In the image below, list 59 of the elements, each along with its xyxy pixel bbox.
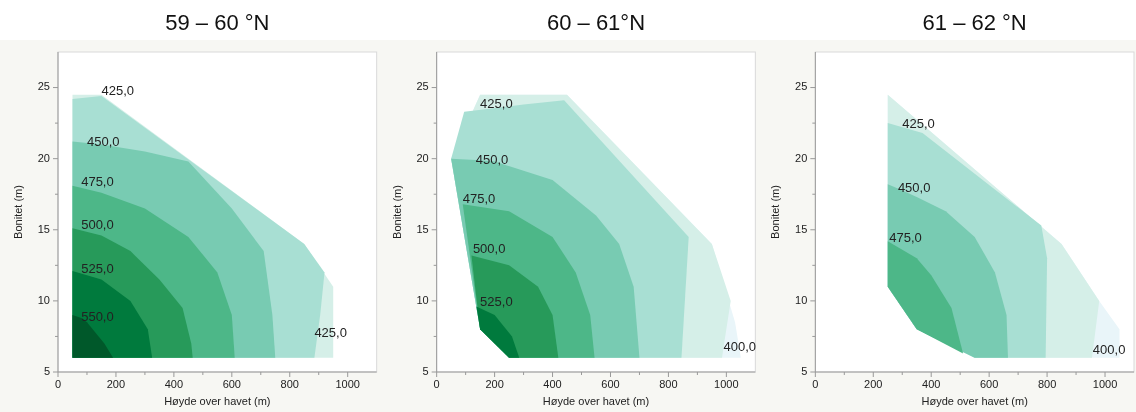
y-axis-title: Bonitet (m) xyxy=(12,185,24,239)
y-tick-label: 25 xyxy=(416,80,429,93)
annotation: 450,0 xyxy=(475,151,509,167)
annotation: 400,0 xyxy=(723,339,757,355)
x-tick-label: 600 xyxy=(601,378,620,390)
y-tick-label: 25 xyxy=(37,80,50,93)
y-tick-label: 10 xyxy=(37,293,50,306)
x-axis-title: Høyde over havet (m) xyxy=(164,395,271,407)
x-tick-label: 600 xyxy=(979,378,999,390)
x-tick-label: 0 xyxy=(54,378,62,390)
x-tick-label: 200 xyxy=(864,378,883,390)
x-tick-label: 1000 xyxy=(335,378,360,390)
x-tick-label: 1000 xyxy=(1092,378,1118,390)
y-tick-label: 15 xyxy=(37,222,50,235)
x-tick-label: 0 xyxy=(812,378,819,390)
x-axis-title: Høyde over havet (m) xyxy=(921,395,1028,407)
x-tick-label: 400 xyxy=(543,378,562,390)
annotation: 525,0 xyxy=(480,293,513,309)
x-tick-label: 200 xyxy=(106,378,126,390)
x-tick-label: 800 xyxy=(659,378,678,390)
annotation: 475,0 xyxy=(889,229,922,245)
y-tick-label: 25 xyxy=(795,80,808,93)
y-tick-label: 15 xyxy=(795,222,808,235)
annotation: 400,0 xyxy=(1092,342,1126,358)
chart-title: 60 – 61°N xyxy=(546,10,646,35)
y-tick-label: 5 xyxy=(43,364,50,377)
annotation: 475,0 xyxy=(462,191,496,207)
x-tick-label: 400 xyxy=(922,378,941,390)
annotation: 450,0 xyxy=(897,179,931,195)
annotation: 425,0 xyxy=(314,325,347,341)
annotation: 450,0 xyxy=(86,134,120,150)
x-tick-label: 800 xyxy=(1037,378,1057,390)
annotation: 425,0 xyxy=(902,115,935,131)
y-tick-label: 20 xyxy=(795,151,808,164)
y-tick-label: 20 xyxy=(37,151,50,164)
y-tick-label: 20 xyxy=(416,151,429,164)
y-tick-label: 10 xyxy=(795,293,808,306)
annotation: 475,0 xyxy=(81,174,114,190)
chart-title: 59 – 60 °N xyxy=(165,10,270,35)
annotation: 500,0 xyxy=(472,241,506,257)
annotation: 425,0 xyxy=(101,83,134,99)
x-tick-label: 800 xyxy=(280,378,299,390)
annotation: 425,0 xyxy=(480,96,513,112)
annotation: 550,0 xyxy=(81,309,114,325)
x-axis-title: Høyde over havet (m) xyxy=(542,395,650,407)
x-tick-label: 400 xyxy=(164,378,184,390)
annotation: 500,0 xyxy=(81,216,114,232)
y-tick-label: 5 xyxy=(801,364,808,377)
chart-title: 61 – 62 °N xyxy=(922,10,1027,35)
y-tick-label: 15 xyxy=(416,222,429,235)
y-axis-title: Bonitet (m) xyxy=(390,185,403,239)
x-tick-label: 0 xyxy=(433,378,440,390)
annotation: 525,0 xyxy=(81,261,114,277)
y-tick-label: 10 xyxy=(416,293,429,306)
x-tick-label: 1000 xyxy=(714,378,739,390)
y-axis-title: Bonitet (m) xyxy=(769,185,782,239)
x-tick-label: 200 xyxy=(485,378,504,390)
x-tick-label: 600 xyxy=(222,378,241,390)
y-tick-label: 5 xyxy=(422,364,429,377)
